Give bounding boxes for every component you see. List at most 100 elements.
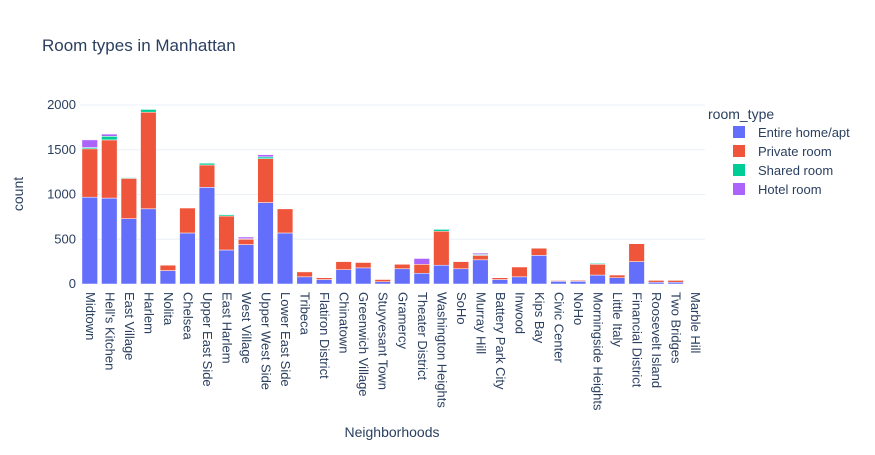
- bars: [82, 109, 703, 284]
- legend-item[interactable]: Entire home/apt: [733, 125, 850, 140]
- legend-label: Private room: [758, 144, 832, 159]
- bar-segment[interactable]: [336, 262, 352, 270]
- legend-item[interactable]: Hotel room: [733, 182, 822, 197]
- bar-segment[interactable]: [277, 233, 293, 284]
- x-tick-label: Flatiron District: [317, 292, 332, 379]
- bar-segment[interactable]: [473, 253, 489, 254]
- bar-segment[interactable]: [277, 209, 293, 233]
- bar-segment[interactable]: [414, 258, 430, 264]
- bar-segment[interactable]: [414, 264, 430, 273]
- bar-segment[interactable]: [101, 134, 117, 136]
- bar-segment[interactable]: [668, 282, 684, 284]
- bar-segment[interactable]: [101, 198, 117, 284]
- bar-segment[interactable]: [199, 165, 215, 187]
- bar-segment[interactable]: [258, 203, 274, 284]
- x-axis-label: Neighborhoods: [345, 424, 440, 440]
- bar-segment[interactable]: [121, 178, 137, 218]
- x-tick-label: East Harlem: [219, 292, 234, 364]
- bar-segment[interactable]: [492, 278, 508, 280]
- legend-item[interactable]: Private room: [733, 144, 832, 159]
- bar-segment[interactable]: [141, 109, 157, 112]
- bar-segment[interactable]: [668, 280, 684, 282]
- bar-segment[interactable]: [355, 263, 371, 268]
- bar-segment[interactable]: [414, 273, 430, 284]
- bar-segment[interactable]: [199, 187, 215, 284]
- x-tick-label: Upper West Side: [259, 292, 274, 390]
- bar-segment[interactable]: [160, 265, 176, 270]
- bar-segment[interactable]: [219, 216, 235, 250]
- bar-segment[interactable]: [82, 149, 98, 197]
- bar-segment[interactable]: [453, 262, 469, 269]
- bar-segment[interactable]: [297, 277, 313, 284]
- x-tick-label: Battery Park City: [493, 292, 508, 390]
- bar-segment[interactable]: [141, 112, 157, 209]
- legend-items[interactable]: Entire home/apt Private room Shared room Ho…: [733, 125, 850, 197]
- x-tick-label: Kips Bay: [532, 292, 547, 344]
- bar-segment[interactable]: [180, 233, 196, 284]
- bar-segment[interactable]: [590, 275, 606, 284]
- bar-segment[interactable]: [394, 269, 410, 284]
- x-tick-label: Washington Heights: [434, 292, 449, 408]
- bar-segment[interactable]: [141, 209, 157, 284]
- bar-segment[interactable]: [219, 215, 235, 216]
- bar-segment[interactable]: [531, 255, 547, 284]
- legend-swatch: [733, 164, 745, 176]
- bar-segment[interactable]: [258, 155, 274, 157]
- bar-segment[interactable]: [258, 159, 274, 203]
- bar-segment[interactable]: [82, 197, 98, 284]
- bar-segment[interactable]: [434, 229, 450, 231]
- bar-segment[interactable]: [648, 280, 664, 282]
- bar-segment[interactable]: [258, 157, 274, 159]
- bar-segment[interactable]: [238, 239, 254, 244]
- bar-segment[interactable]: [316, 278, 332, 280]
- bar-segment[interactable]: [355, 268, 371, 284]
- legend-item[interactable]: Shared room: [733, 163, 833, 178]
- x-tick-label: Theater District: [415, 292, 430, 381]
- y-tick-label: 1500: [47, 142, 76, 157]
- bar-segment[interactable]: [629, 262, 645, 284]
- bar-segment[interactable]: [297, 272, 313, 277]
- x-tick-label: Morningside Heights: [591, 292, 606, 411]
- bar-segment[interactable]: [570, 280, 586, 281]
- bar-segment[interactable]: [394, 264, 410, 268]
- x-tick-label: Little Italy: [610, 292, 625, 347]
- bar-segment[interactable]: [629, 244, 645, 262]
- legend-swatch: [733, 183, 745, 195]
- bar-segment[interactable]: [473, 255, 489, 259]
- bar-segment[interactable]: [238, 237, 254, 239]
- bar-segment[interactable]: [375, 282, 391, 284]
- x-tick-label: Harlem: [141, 292, 156, 334]
- bar-segment[interactable]: [219, 250, 235, 284]
- bar-segment[interactable]: [648, 282, 664, 284]
- bar-segment[interactable]: [375, 280, 391, 282]
- bar-segment[interactable]: [531, 248, 547, 255]
- bar-segment[interactable]: [238, 245, 254, 284]
- x-tick-label: Tribeca: [298, 292, 313, 336]
- bar-segment[interactable]: [590, 263, 606, 264]
- bar-segment[interactable]: [316, 280, 332, 284]
- bar-segment[interactable]: [434, 231, 450, 265]
- bar-segment[interactable]: [570, 281, 586, 284]
- bar-segment[interactable]: [180, 208, 196, 233]
- bar-segment[interactable]: [512, 267, 528, 277]
- bar-segment[interactable]: [551, 281, 567, 284]
- bar-segment[interactable]: [590, 264, 606, 275]
- bar-segment[interactable]: [453, 269, 469, 284]
- bar-segment[interactable]: [121, 219, 137, 284]
- bar-segment[interactable]: [82, 140, 98, 148]
- bar-segment[interactable]: [199, 163, 215, 165]
- bar-segment[interactable]: [609, 278, 625, 284]
- bar-segment[interactable]: [101, 136, 117, 140]
- bar-segment[interactable]: [609, 275, 625, 278]
- bar-segment[interactable]: [101, 140, 117, 198]
- bar-segment[interactable]: [473, 260, 489, 284]
- legend-label: Entire home/apt: [758, 125, 850, 140]
- bar-segment[interactable]: [434, 265, 450, 284]
- bar-segment[interactable]: [492, 280, 508, 284]
- bar-segment[interactable]: [512, 277, 528, 284]
- bar-segment[interactable]: [160, 271, 176, 284]
- bar-segment[interactable]: [336, 270, 352, 284]
